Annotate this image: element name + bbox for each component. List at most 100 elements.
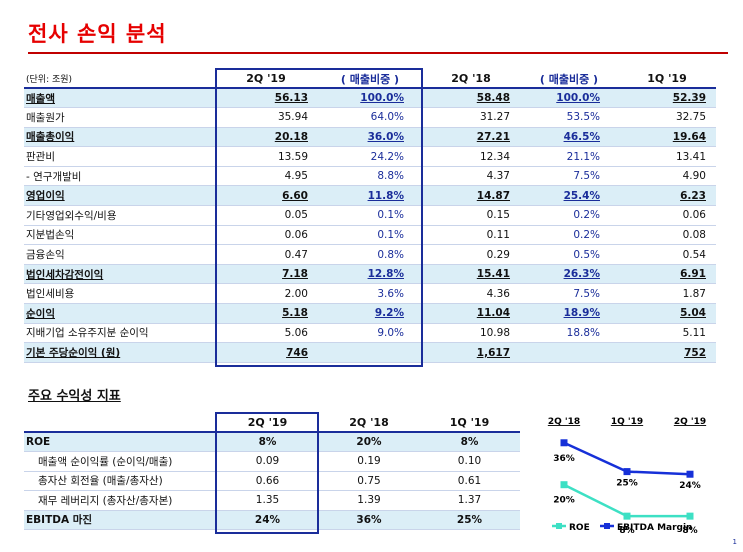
- highlight-box-2q19: [215, 68, 423, 367]
- value-2q18: 12.34: [422, 146, 520, 167]
- data-point: [623, 468, 631, 476]
- value-1q19: 52.39: [618, 88, 716, 109]
- ratio-2q19: 8.8%: [318, 166, 422, 187]
- value-1q19: 32.75: [618, 107, 716, 128]
- row-label: 총자산 회전율 (매출/총자산): [24, 471, 216, 491]
- value-2q18: 14.87: [422, 185, 520, 207]
- column-header: ( 매출비중 ): [520, 70, 618, 89]
- data-label: 20%: [553, 496, 575, 506]
- ratio-2q18: 21.1%: [520, 146, 618, 167]
- ratio-2q19: 0.1%: [318, 205, 422, 226]
- row-value: 1.39: [319, 490, 419, 511]
- value-2q18: 4.37: [422, 166, 520, 187]
- row-label: 판관비: [24, 146, 214, 167]
- row-label: 금융손익: [24, 244, 214, 265]
- value-2q19: 0.05: [214, 205, 318, 226]
- ratio-2q19: 9.0%: [318, 323, 422, 344]
- ratio-2q19: 24.2%: [318, 146, 422, 167]
- table-row: - 연구개발비 4.95 8.8% 4.37 7.5% 4.90: [24, 166, 716, 187]
- legend-label: EBITDA Margin: [617, 523, 692, 533]
- table-row: 법인세차감전이익 7.18 12.8% 15.41 26.3% 6.91: [24, 264, 716, 285]
- title-divider: [28, 52, 728, 54]
- ratio-2q18: 18.8%: [520, 323, 618, 344]
- value-2q18: 15.41: [422, 264, 520, 285]
- row-value: 24%: [216, 510, 319, 530]
- row-value: 20%: [319, 432, 419, 452]
- x-tick-label: 1Q '19: [611, 417, 643, 427]
- value-2q19: 5.18: [214, 303, 318, 324]
- row-value: 8%: [216, 432, 319, 452]
- data-point: [686, 512, 694, 520]
- income-statement-table: (단위: 조원) 2Q '19( 매출비중 ) 2Q '18( 매출비중 ) 1Q '…: [24, 70, 716, 363]
- legend-marker: [604, 523, 610, 529]
- table-row: 매출액 순이익률 (순이익/매출) 0.09 0.19 0.10: [24, 451, 520, 472]
- data-label: 24%: [679, 481, 701, 491]
- row-label: 법인세차감전이익: [24, 264, 214, 285]
- data-label: 36%: [553, 454, 575, 464]
- column-header: 1Q '19: [618, 70, 716, 89]
- unit-label: (단위: 조원): [24, 70, 214, 89]
- table-row: 매출원가 35.94 64.0% 31.27 53.5% 32.75: [24, 107, 716, 128]
- row-label: 영업이익: [24, 185, 214, 207]
- column-header: 1Q '19: [419, 414, 520, 433]
- column-header: 2Q '18: [422, 70, 520, 89]
- highlight-box-kpi-2q19: [215, 412, 319, 534]
- profitability-table: 2Q '19 2Q '18 1Q '19 ROE 8% 20% 8% 매출액 순이익률 (순…: [24, 414, 520, 530]
- row-label: - 연구개발비: [24, 166, 214, 187]
- table-row: 기타영업외수익/비용 0.05 0.1% 0.15 0.2% 0.06: [24, 205, 716, 226]
- row-label: 지배기업 소유주지분 순이익: [24, 323, 214, 344]
- ratio-2q19: 11.8%: [318, 185, 422, 207]
- ratio-2q19: 0.8%: [318, 244, 422, 265]
- table-row: 영업이익 6.60 11.8% 14.87 25.4% 6.23: [24, 185, 716, 207]
- ratio-2q18: 25.4%: [520, 185, 618, 207]
- table-row: 금융손익 0.47 0.8% 0.29 0.5% 0.54: [24, 244, 716, 265]
- row-value: 8%: [419, 432, 520, 452]
- column-header: ( 매출비중 ): [318, 70, 422, 89]
- data-point: [686, 470, 694, 478]
- ratio-2q18: 0.5%: [520, 244, 618, 265]
- profitability-trend-chart: 2Q '18 1Q '19 2Q '19 20% 8% 8% 36% 25% 24% ROE EBI…: [548, 417, 706, 536]
- value-2q18: 10.98: [422, 323, 520, 344]
- ratio-2q19: 100.0%: [318, 88, 422, 109]
- ratio-2q19: 12.8%: [318, 264, 422, 285]
- ratio-2q18: 53.5%: [520, 107, 618, 128]
- page-number: 1: [732, 538, 737, 546]
- value-1q19: 5.11: [618, 323, 716, 344]
- column-header: 2Q '18: [319, 414, 419, 433]
- row-label: 지분법손익: [24, 225, 214, 246]
- value-2q18: 27.21: [422, 127, 520, 148]
- ratio-2q19: 9.2%: [318, 303, 422, 324]
- row-label: EBITDA 마진: [24, 510, 216, 530]
- page-title: 전사 손익 분석: [28, 22, 167, 46]
- row-label: 기본 주당순이익 (원): [24, 342, 214, 363]
- row-label: 법인세비용: [24, 283, 214, 305]
- value-2q19: 6.60: [214, 185, 318, 207]
- column-header-empty: [24, 414, 216, 433]
- value-2q18: 0.15: [422, 205, 520, 226]
- value-1q19: 4.90: [618, 166, 716, 187]
- value-2q18: 31.27: [422, 107, 520, 128]
- row-value: 0.09: [216, 451, 319, 472]
- row-label: 재무 레버리지 (총자산/총자본): [24, 490, 216, 511]
- ratio-2q18: 0.2%: [520, 225, 618, 246]
- ratio-2q18: 100.0%: [520, 88, 618, 109]
- value-1q19: 0.54: [618, 244, 716, 265]
- table-row: 법인세비용 2.00 3.6% 4.36 7.5% 1.87: [24, 283, 716, 305]
- value-2q19: 0.47: [214, 244, 318, 265]
- value-2q19: 20.18: [214, 127, 318, 148]
- value-2q19: 2.00: [214, 283, 318, 305]
- row-value: 36%: [319, 510, 419, 530]
- row-label: 매출원가: [24, 107, 214, 128]
- ratio-2q18: 0.2%: [520, 205, 618, 226]
- data-point: [623, 512, 631, 520]
- row-value: 0.66: [216, 471, 319, 491]
- row-label: 기타영업외수익/비용: [24, 205, 214, 226]
- table-row: 지배기업 소유주지분 순이익 5.06 9.0% 10.98 18.8% 5.11: [24, 323, 716, 344]
- row-value: 0.19: [319, 451, 419, 472]
- value-1q19: 6.23: [618, 185, 716, 207]
- table-row: 지분법손익 0.06 0.1% 0.11 0.2% 0.08: [24, 225, 716, 246]
- table-row: 매출액 56.13 100.0% 58.48 100.0% 52.39: [24, 88, 716, 109]
- table-row: 기본 주당순이익 (원) 746 1,617 752: [24, 342, 716, 363]
- ratio-2q19: 0.1%: [318, 225, 422, 246]
- ratio-2q18: 26.3%: [520, 264, 618, 285]
